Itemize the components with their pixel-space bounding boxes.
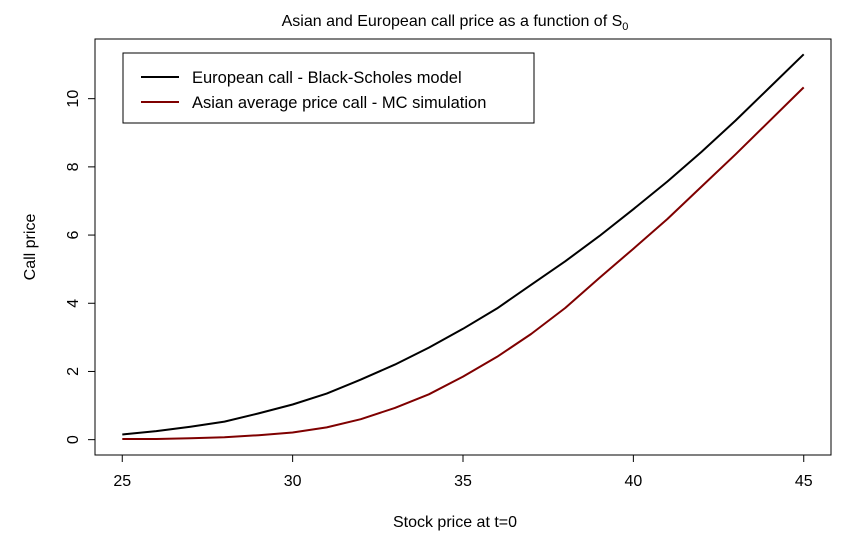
series-layer	[122, 53, 805, 440]
x-tick-label: 30	[284, 473, 302, 490]
legend-label-1: European call - Black-Scholes model	[192, 69, 462, 87]
x-axis-label: Stock price at t=0	[393, 514, 517, 531]
chart-title: Asian and European call price as a funct…	[282, 13, 629, 33]
x-tick-label: 25	[113, 473, 131, 490]
y-tick-label: 2	[65, 367, 82, 376]
legend-box	[122, 52, 535, 124]
x-tick-label: 40	[624, 473, 642, 490]
series-line-1	[122, 53, 805, 436]
series-line-2	[122, 86, 805, 440]
y-tick-label: 0	[65, 435, 82, 444]
y-tick-label: 6	[65, 231, 82, 240]
y-tick-label: 4	[65, 299, 82, 308]
x-tick-label: 45	[795, 473, 813, 490]
y-axis: 0 2 4 6 8 10	[65, 90, 96, 444]
legend: European call - Black-Scholes model Asian…	[122, 52, 535, 124]
y-axis-label: Call price	[22, 214, 39, 281]
x-axis: 25 30 35 40 45	[113, 454, 813, 490]
chart-title-subscript: 0	[622, 21, 628, 33]
legend-items: European call - Black-Scholes model Asian…	[141, 69, 486, 112]
legend-label-2: Asian average price call - MC simulation	[192, 94, 486, 112]
chart-title-main: Asian and European call price as a funct…	[282, 13, 623, 30]
x-tick-label: 35	[454, 473, 472, 490]
y-tick-label: 10	[65, 90, 82, 108]
y-tick-label: 8	[65, 162, 82, 171]
